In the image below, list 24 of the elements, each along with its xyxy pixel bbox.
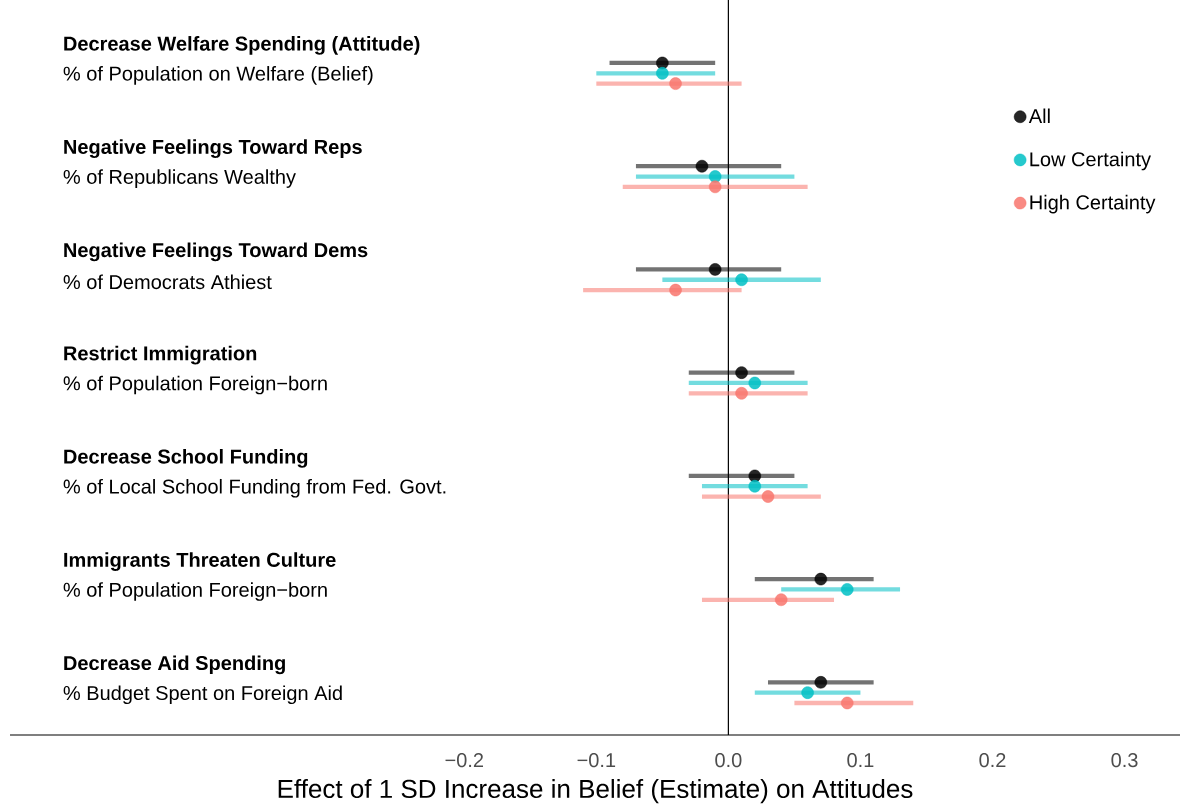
legend-label: Low Certainty (1030, 151, 1151, 171)
annotation: % of Local School Funding from Fed. Govt. (63, 478, 446, 498)
y-tick-label: Decrease Aid Spending (64, 655, 285, 675)
annotation: % of Population Foreign−born (63, 375, 327, 395)
annotation: % of Population on Welfare (Belief) (63, 66, 373, 85)
x-tick-label: 0.1 (847, 753, 874, 768)
y-tick-label: Negative Feelings Toward Reps (64, 139, 362, 159)
annotation: % Budget Spent on Foreign Aid (63, 685, 342, 705)
x-axis-title: Effect of 1 SD Increase in Belief (Estimate) on Attitudes (278, 779, 913, 804)
annotation: % of Democrats Athiest (63, 274, 272, 290)
y-tick-label: Decrease School Funding (64, 448, 308, 468)
y-tick-label: Restrict Immigration (64, 345, 257, 365)
x-tick-label: −0.2 (445, 753, 484, 768)
y-tick-label: Negative Feelings Toward Dems (64, 242, 368, 262)
legend-label: High Certainty (1030, 194, 1156, 214)
x-tick-label: 0.0 (715, 753, 742, 768)
annotation: % of Population Foreign−born (63, 582, 327, 601)
x-tick-label: 0.3 (1111, 753, 1138, 768)
x-tick-label: −0.1 (577, 753, 616, 768)
legend-label: All (1028, 108, 1050, 123)
x-tick-label: 0.2 (979, 753, 1006, 768)
annotation: % of Republicans Wealthy (63, 169, 296, 188)
y-tick-label: Immigrants Threaten Culture (64, 552, 336, 571)
y-tick-label: Decrease Welfare Spending (Attitude) (64, 36, 420, 55)
